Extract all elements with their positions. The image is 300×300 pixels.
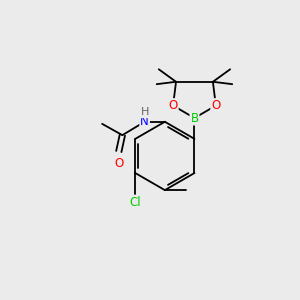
Text: N: N xyxy=(140,115,149,128)
Text: Cl: Cl xyxy=(129,196,141,209)
Text: O: O xyxy=(168,99,178,112)
Text: H: H xyxy=(140,107,149,117)
Text: B: B xyxy=(190,112,199,124)
Text: O: O xyxy=(211,99,220,112)
Text: O: O xyxy=(114,157,123,170)
